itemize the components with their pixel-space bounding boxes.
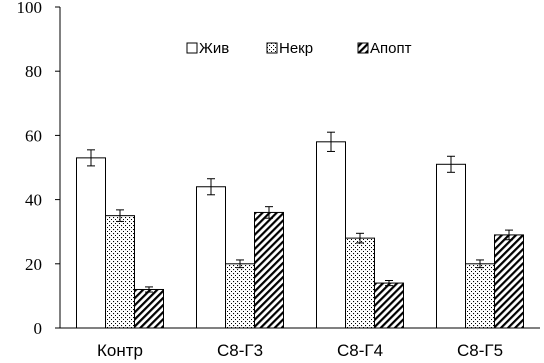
bar-2-1 <box>105 215 135 329</box>
legend-swatch <box>266 42 278 54</box>
legend-label: Жив <box>199 40 229 57</box>
y-tick-label: 100 <box>17 0 43 17</box>
y-tick-label: 60 <box>25 126 42 145</box>
bar-3-1 <box>134 288 164 329</box>
bars: Контр С8-Г3 С8-Г4 С8-Г5 <box>76 131 524 360</box>
legend-swatch <box>357 42 369 54</box>
bar-3-4 <box>494 234 524 329</box>
bar-3-3 <box>374 282 404 329</box>
y-tick-label: 20 <box>25 255 42 274</box>
bar-1-2 <box>196 186 226 329</box>
legend-swatch <box>186 42 198 54</box>
y-tick-label: 40 <box>25 191 42 210</box>
bar-1-4 <box>436 163 466 329</box>
category-label: С8-Г4 <box>337 341 383 360</box>
bar-2-4 <box>465 263 495 329</box>
category-label: С8-Г5 <box>457 341 503 360</box>
legend: Жив Некр Апопт <box>186 40 412 57</box>
bar-2-2 <box>225 263 255 329</box>
bar-2-3 <box>345 237 375 329</box>
bar-1-1 <box>76 157 106 329</box>
category-label: Контр <box>97 341 143 360</box>
bar-3-2 <box>254 211 284 329</box>
legend-label: Некр <box>279 40 313 57</box>
legend-label: Апопт <box>370 40 412 57</box>
bar-1-3 <box>316 141 346 329</box>
y-tick-label: 80 <box>25 62 42 81</box>
y-tick-label: 0 <box>34 319 43 338</box>
category-label: С8-Г3 <box>217 341 263 360</box>
